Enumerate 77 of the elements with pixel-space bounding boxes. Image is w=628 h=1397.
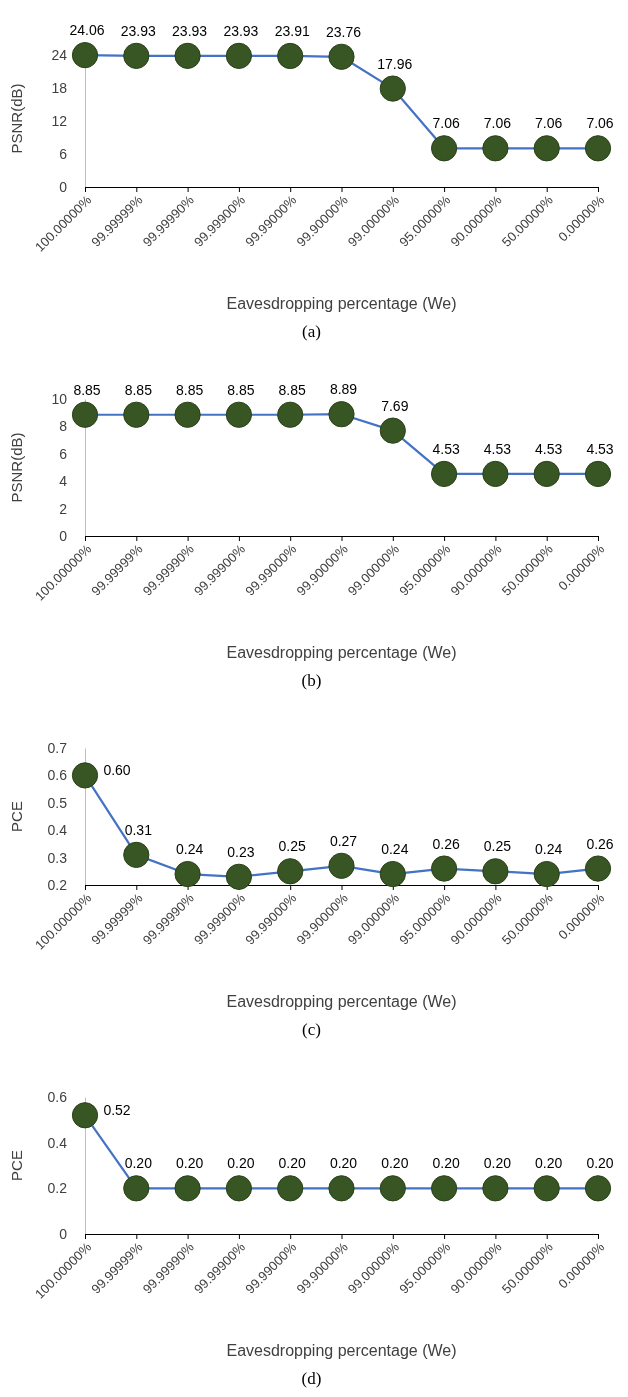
y-axis-title: PSNR(dB) [8,432,25,503]
data-label: 0.52 [103,1102,131,1119]
data-label: 0.26 [432,835,460,852]
data-label: 7.06 [483,115,512,132]
data-label: 23.93 [223,22,259,39]
data-label: 0.24 [175,841,204,858]
text: (c) [302,1020,321,1039]
text: (a) [302,322,321,341]
data-label: 0.24 [381,841,409,858]
data-label: 0.20 [124,1155,153,1172]
data-label: 0.24 [535,841,563,858]
y-tick-label: 0.4 [47,822,68,839]
data-label: 0.27 [329,832,358,849]
y-tick-label: 6 [59,445,68,462]
data-label: 0.20 [432,1155,460,1172]
y-tick-label: 8 [59,418,68,435]
y-axis-title: PSNR(dB) [8,83,25,154]
y-tick-label: 10 [51,390,68,407]
y-tick-label: 0 [59,178,68,195]
y-tick-label: 0.6 [47,767,68,784]
data-label: 0.23 [227,843,255,860]
y-tick-label: 0 [59,527,68,544]
y-tick-label: 6 [59,146,68,163]
y-tick-label: 24 [51,47,68,64]
data-label: 8.89 [329,381,358,398]
data-label: 0.20 [483,1155,512,1172]
data-label: 7.06 [535,115,563,132]
data-label: 0.31 [124,821,153,838]
data-label: 23.93 [120,22,157,39]
data-label: 0.20 [586,1155,614,1172]
data-label: 23.93 [172,22,208,39]
y-tick-label: 4 [59,473,68,490]
data-label: 4.53 [432,440,460,457]
data-label: 0.60 [103,762,131,779]
y-axis-title: PCE [8,801,25,832]
data-label: 0.25 [483,838,512,855]
y-axis-title: PCE [8,1150,25,1181]
text: (b) [301,671,322,690]
y-tick-label: 0.7 [47,739,68,756]
data-label: 0.26 [586,835,614,852]
y-tick-label: 18 [51,80,68,97]
data-label: 23.76 [325,23,362,40]
data-label: 7.06 [432,115,460,132]
y-tick-label: 2 [59,500,68,517]
text: (d) [301,1369,322,1388]
y-tick-label: 12 [51,113,68,130]
data-label: 0.20 [227,1155,255,1172]
data-label: 0.25 [278,838,307,855]
data-label: 24.06 [69,22,105,39]
y-tick-label: 0.2 [47,876,68,893]
data-label: 4.53 [483,440,512,457]
data-label: 0.20 [175,1155,204,1172]
data-label: 8.85 [278,381,307,398]
data-label: 8.85 [175,381,204,398]
y-tick-label: 0.6 [47,1088,68,1105]
data-label: 8.85 [227,381,255,398]
y-tick-label: 0.2 [47,1180,68,1197]
data-label: 7.06 [586,115,614,132]
x-axis-title: Eavesdropping percentage (We) [226,295,457,312]
data-label: 4.53 [535,440,563,457]
y-tick-label: 0.3 [47,849,68,866]
data-label: 8.85 [73,381,101,398]
data-label: 17.96 [377,55,413,72]
x-axis-title: Eavesdropping percentage (We) [226,644,457,661]
data-label: 4.53 [586,440,614,457]
y-tick-label: 0 [59,1225,68,1242]
x-axis-title: Eavesdropping percentage (We) [226,1342,457,1359]
x-axis-title: Eavesdropping percentage (We) [226,993,457,1010]
data-label: 23.91 [274,22,310,39]
y-tick-label: 0.5 [47,794,68,811]
data-label: 7.69 [381,397,409,414]
y-tick-label: 0.4 [47,1134,68,1151]
data-label: 0.20 [278,1155,307,1172]
data-label: 0.20 [381,1155,409,1172]
data-label: 0.20 [535,1155,563,1172]
data-label: 0.20 [329,1155,358,1172]
data-label: 8.85 [124,381,153,398]
